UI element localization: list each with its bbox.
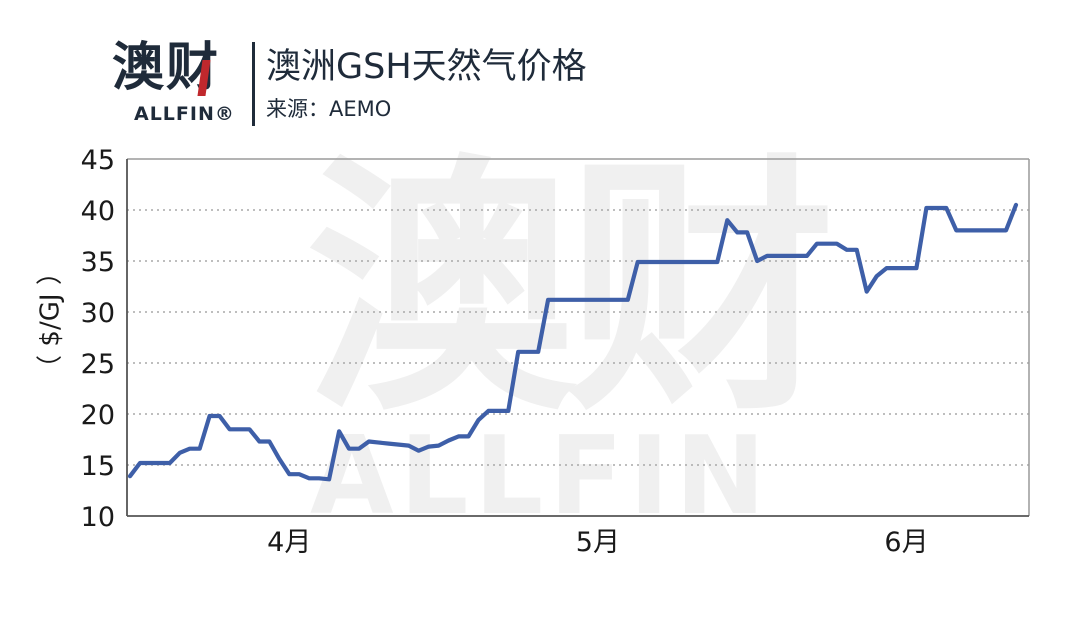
y-tick-label: 25 xyxy=(81,349,115,380)
y-tick-label: 10 xyxy=(81,502,115,533)
header-divider xyxy=(252,42,255,126)
y-tick-label: 30 xyxy=(81,298,115,329)
watermark-logo-en: ALLFIN xyxy=(310,414,772,539)
y-tick-label: 20 xyxy=(81,400,115,431)
y-tick-label: 35 xyxy=(81,247,115,278)
x-tick-label: 6月 xyxy=(884,527,928,558)
data-source: 来源：AEMO xyxy=(266,97,392,121)
series-line xyxy=(127,202,1019,482)
y-tick-labels: 10 15 20 25 30 35 40 45 xyxy=(81,145,115,533)
chart-axes xyxy=(126,158,1030,517)
brand-logo-subtitle: ALLFIN® xyxy=(134,103,235,125)
x-tick-label: 5月 xyxy=(576,527,620,558)
y-tick-label: 15 xyxy=(81,451,115,482)
series-layer xyxy=(127,202,1019,482)
chart-title: 澳洲GSH天然气价格 xyxy=(266,47,587,87)
grid-lines xyxy=(127,209,1029,466)
watermark-logo-cn: 澳财 xyxy=(306,132,836,447)
x-tick-label: 4月 xyxy=(267,527,311,558)
y-tick-label: 40 xyxy=(81,196,115,227)
x-tick-labels: 4月 5月 6月 xyxy=(267,527,928,558)
y-tick-label: 45 xyxy=(81,145,115,176)
